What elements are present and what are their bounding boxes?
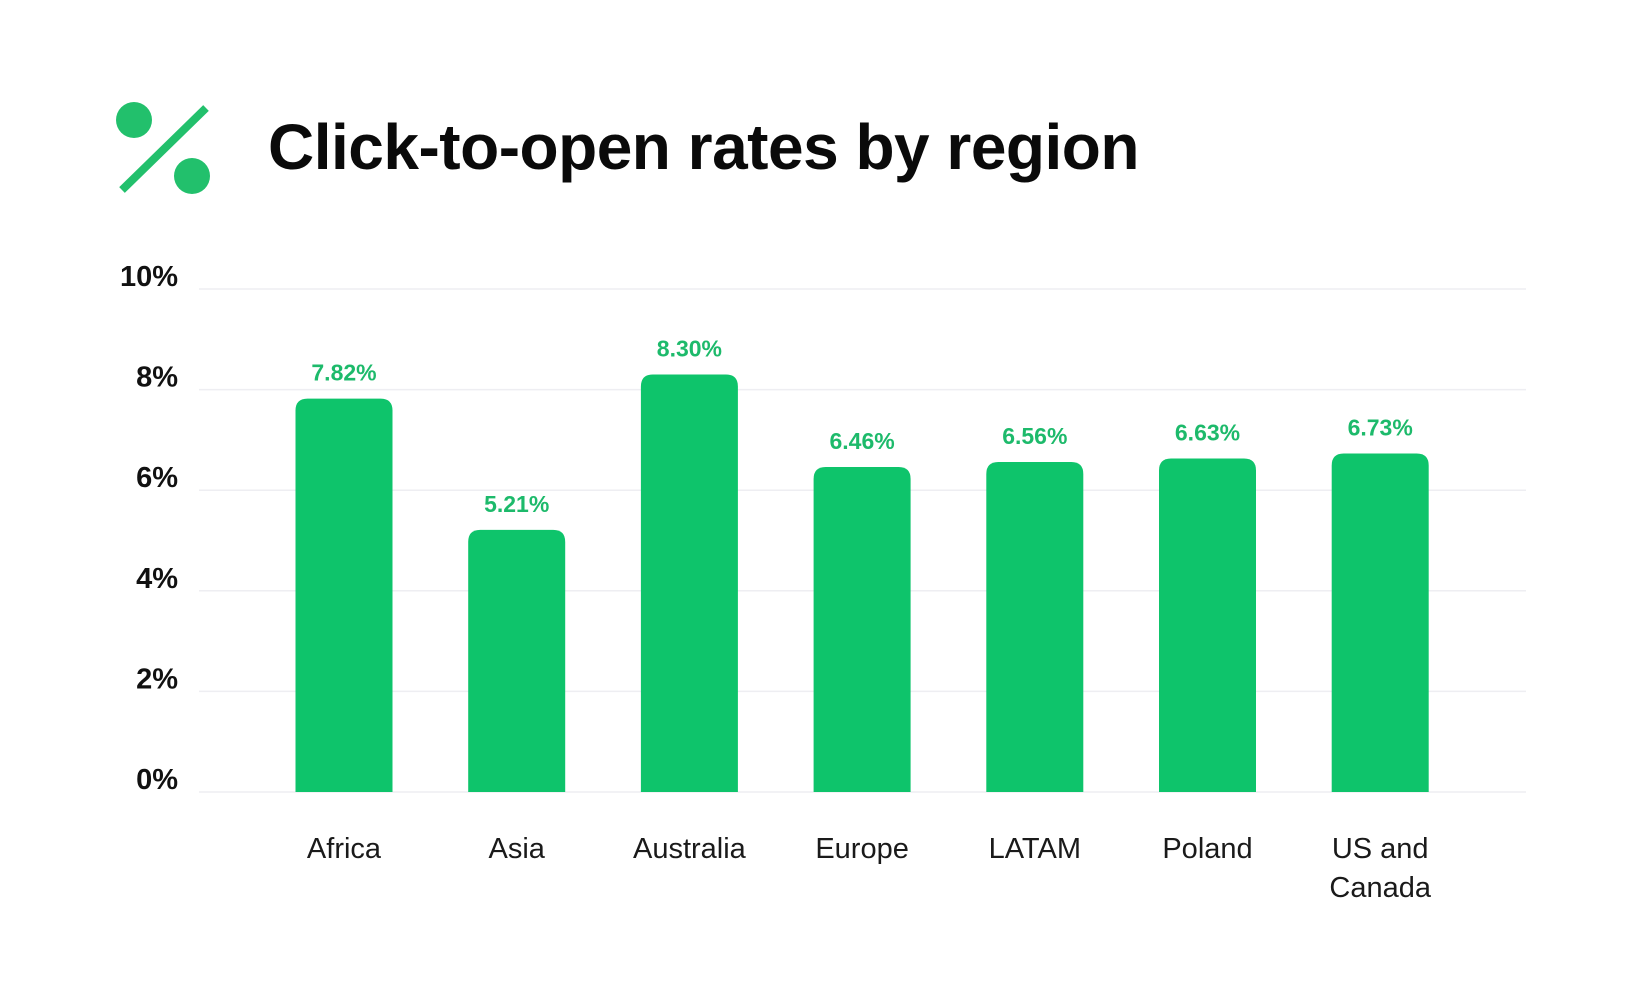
data-label: 6.56% xyxy=(1002,423,1067,449)
bar xyxy=(1331,453,1429,792)
bar xyxy=(295,398,393,792)
x-tick-label: Australia xyxy=(633,833,747,865)
x-tick-label: Europe xyxy=(815,833,909,865)
bar xyxy=(986,462,1084,792)
x-tick-label: US and xyxy=(1332,833,1429,865)
data-label: 8.30% xyxy=(657,336,722,362)
data-label: 5.21% xyxy=(484,491,549,517)
data-label: 6.73% xyxy=(1348,414,1413,440)
y-tick-label: 6% xyxy=(136,462,178,494)
y-tick-label: 0% xyxy=(136,764,178,796)
y-tick-label: 4% xyxy=(136,563,178,595)
x-tick-label: LATAM xyxy=(989,833,1081,865)
bar xyxy=(813,467,911,792)
bar xyxy=(1159,458,1256,792)
bar xyxy=(640,374,738,792)
x-tick-label: Canada xyxy=(1329,872,1431,904)
data-label: 6.46% xyxy=(829,428,894,454)
data-label: 7.82% xyxy=(311,360,376,386)
y-tick-label: 2% xyxy=(136,663,178,695)
y-tick-label: 10% xyxy=(120,261,178,293)
x-tick-label: Poland xyxy=(1162,833,1252,865)
data-label: 6.63% xyxy=(1175,420,1240,446)
bar xyxy=(468,529,566,792)
y-tick-label: 8% xyxy=(136,362,178,394)
chart-title: Click-to-open rates by region xyxy=(268,111,1139,183)
x-tick-label: Asia xyxy=(488,833,545,865)
x-tick-label: Africa xyxy=(307,833,382,865)
percent-icon xyxy=(116,102,210,194)
